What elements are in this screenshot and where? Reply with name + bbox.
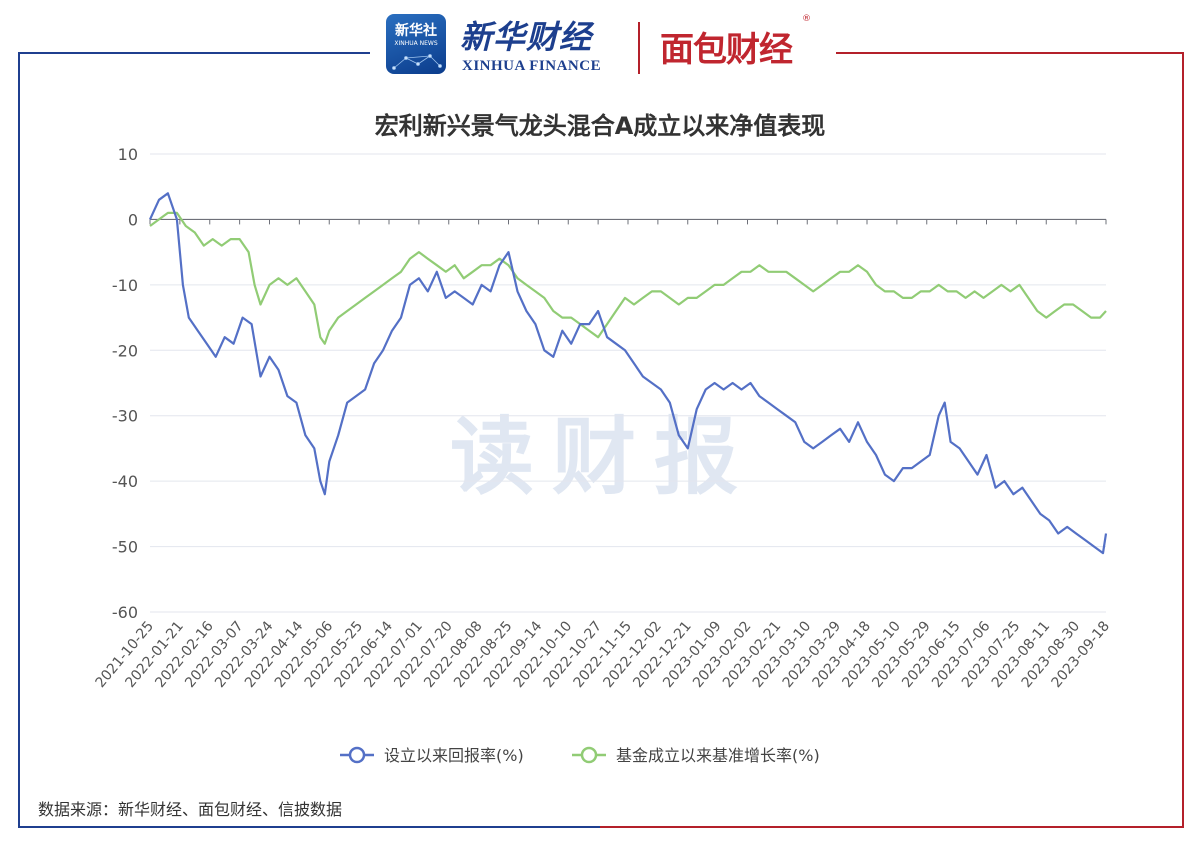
- frame-line-right: [1182, 52, 1184, 828]
- x-axis: [149, 218, 1107, 225]
- xinhua-news-logo: 新华社 XINHUA NEWS: [386, 14, 446, 74]
- series-lines: [149, 192, 1108, 555]
- legend-marker-1: [348, 746, 366, 764]
- y-tick-label: -10: [112, 276, 138, 295]
- legend: 设立以来回报率(%) 基金成立以来基准增长率(%): [340, 746, 820, 765]
- xinhua-box-cn: 新华社: [395, 23, 437, 39]
- watermark: 读财报: [450, 408, 757, 506]
- legend-label-2: 基金成立以来基准增长率(%): [616, 746, 820, 765]
- frame-line-bottom-left: [18, 826, 600, 828]
- frame-line-bottom-right: [600, 826, 1184, 828]
- chart-title: 宏利新兴景气龙头混合A成立以来净值表现: [374, 112, 826, 140]
- legend-label-1: 设立以来回报率(%): [384, 746, 524, 765]
- series-line-2: [149, 211, 1107, 345]
- y-tick-label: -60: [112, 603, 138, 622]
- y-tick-label: -20: [112, 341, 138, 360]
- mianbao-finance-logo: 面包财经: [660, 30, 793, 70]
- xinhua-finance-logo-en: XINHUA FINANCE: [462, 58, 602, 74]
- y-axis-ticks: 10 0 -10 -20 -30 -40 -50 -60: [112, 145, 138, 622]
- registered-mark: ®: [802, 14, 811, 24]
- x-axis-ticks: 2021-10-252022-01-212022-02-162022-03-07…: [93, 618, 1114, 691]
- legend-marker-2: [580, 746, 598, 764]
- y-tick-label: -40: [112, 472, 138, 491]
- y-tick-label: 10: [118, 145, 138, 164]
- frame-line-left: [18, 52, 20, 828]
- frame-line-top-left: [18, 52, 370, 54]
- y-tick-label: -50: [112, 538, 138, 557]
- series-line-1: [149, 192, 1108, 555]
- source-note: 数据来源：新华财经、面包财经、信披数据: [38, 800, 343, 819]
- logo-divider: [638, 22, 640, 74]
- xinhua-finance-logo-cn: 新华财经: [460, 18, 593, 56]
- y-tick-label: -30: [112, 407, 138, 426]
- xinhua-box-en: XINHUA NEWS: [394, 40, 438, 47]
- frame-line-top-right: [836, 52, 1184, 54]
- network-icon: [392, 54, 442, 70]
- y-tick-label: 0: [128, 210, 138, 229]
